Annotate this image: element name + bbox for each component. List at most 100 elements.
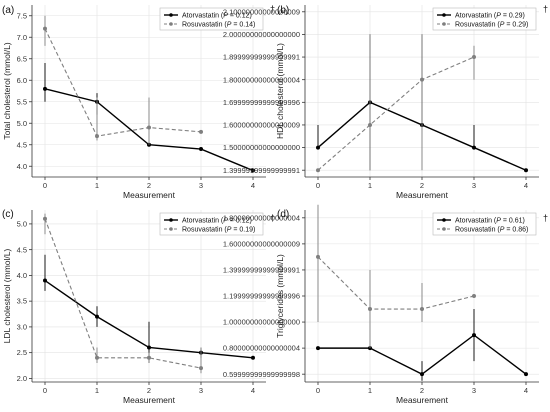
legend-paren-open: ( xyxy=(219,12,224,19)
panel-label: (c) xyxy=(2,209,14,220)
data-point xyxy=(316,168,320,173)
legend-paren-close: ) xyxy=(526,226,528,233)
legend: Atorvastatin (P = 0.12)Rosuvastatin (P =… xyxy=(159,7,264,31)
data-point xyxy=(43,278,47,283)
data-point xyxy=(368,307,372,312)
x-tick-label: 0 xyxy=(316,386,320,395)
panel-d: 0 1 2 3 4 0.59999999999999998 0.80000000000000… xyxy=(223,204,548,405)
y-tick-label: 6.0 xyxy=(17,76,27,85)
data-point xyxy=(147,125,151,130)
legend-p-value: = 0.86 xyxy=(504,226,526,233)
panel-label: (d) xyxy=(277,209,289,220)
y-tick-label: 3.5 xyxy=(17,297,27,306)
x-axis-title: Measurement xyxy=(396,190,449,200)
y-tick-label: 1.80000000000000004 xyxy=(223,75,300,84)
legend-swatch-marker xyxy=(169,22,173,26)
legend-p-prefix: P xyxy=(496,12,501,19)
y-tick-label: 4.5 xyxy=(17,245,27,254)
series-rosuvastatin xyxy=(316,204,476,349)
legend-paren-open: ( xyxy=(222,226,227,233)
x-tick-label: 1 xyxy=(95,181,99,190)
legend-frame xyxy=(432,7,537,31)
y-tick-label: 4.5 xyxy=(17,140,27,149)
legend-series-name: Atorvastatin xyxy=(182,12,219,19)
data-point xyxy=(43,86,47,91)
data-point xyxy=(199,147,203,152)
data-point xyxy=(95,314,99,319)
data-point xyxy=(420,372,424,377)
series-line xyxy=(44,28,202,137)
data-point xyxy=(368,122,372,127)
legend-frame xyxy=(432,212,537,236)
data-point xyxy=(43,216,47,221)
legend-swatch-marker xyxy=(169,13,173,17)
significance-marker: † xyxy=(543,4,548,14)
y-tick-label: 1.80000000000000004 xyxy=(223,213,300,222)
y-tick-label: 4.0 xyxy=(17,162,27,171)
data-point xyxy=(316,254,320,259)
x-tick-label: 3 xyxy=(472,386,476,395)
legend-swatch-marker xyxy=(442,218,446,222)
data-point xyxy=(251,168,255,173)
significance-marker: † xyxy=(270,4,275,14)
series-line xyxy=(317,256,475,310)
data-point xyxy=(199,129,203,134)
legend-paren-open: ( xyxy=(492,217,497,224)
data-point xyxy=(316,145,320,150)
y-tick-label: 1.00000000000000000 xyxy=(223,318,300,327)
panel-label: (a) xyxy=(2,5,14,16)
x-tick-label: 4 xyxy=(524,181,528,190)
y-tick-label: 7.0 xyxy=(17,33,27,42)
y-tick-label: 1.89999999999999991 xyxy=(223,53,300,62)
legend-paren-open: ( xyxy=(495,21,500,28)
legend-paren-open: ( xyxy=(495,226,500,233)
series-rosuvastatin xyxy=(43,15,203,145)
legend-p-prefix: P xyxy=(500,226,505,233)
legend-series-name: Rosuvastatin xyxy=(182,21,223,28)
y-tick-label: 6.5 xyxy=(17,54,27,63)
series-line xyxy=(44,218,202,369)
legend-swatch-marker xyxy=(169,218,173,222)
data-point xyxy=(147,345,151,350)
data-point xyxy=(147,355,151,360)
legend: Atorvastatin (P = 0.61)Rosuvastatin (P =… xyxy=(432,212,537,236)
y-tick-label: 1.39999999999999991 xyxy=(223,266,300,275)
legend-paren-close: ) xyxy=(523,217,525,224)
legend-series-name: Rosuvastatin xyxy=(455,226,496,233)
x-axis-title: Measurement xyxy=(123,190,176,200)
legend-paren-close: ) xyxy=(253,226,255,233)
y-tick-label: 5.5 xyxy=(17,97,27,106)
x-tick-label: 2 xyxy=(420,181,424,190)
legend-paren-close: ) xyxy=(253,21,255,28)
y-tick-label: 1.60000000000000009 xyxy=(223,121,300,130)
x-tick-label: 0 xyxy=(316,181,320,190)
legend-series-name: Rosuvastatin xyxy=(182,226,223,233)
legend-swatch-marker xyxy=(442,13,446,17)
legend-paren-close: ) xyxy=(523,12,525,19)
legend-p-value: = 0.61 xyxy=(501,217,523,224)
legend-paren-open: ( xyxy=(492,12,497,19)
x-tick-label: 4 xyxy=(251,386,255,395)
legend-p-prefix: P xyxy=(496,217,501,224)
data-point xyxy=(199,366,203,371)
data-point xyxy=(43,26,47,31)
legend-paren-open: ( xyxy=(219,217,224,224)
y-tick-label: 4.0 xyxy=(17,271,27,280)
y-tick-label: 2.00000000000000000 xyxy=(223,30,300,39)
y-tick-label: 1.19999999999999996 xyxy=(223,292,300,301)
data-point xyxy=(95,134,99,139)
data-point xyxy=(472,55,476,60)
data-point xyxy=(251,355,255,360)
legend-p-value: = 0.29 xyxy=(504,21,526,28)
legend-p-value: = 0.12 xyxy=(228,217,250,224)
x-tick-label: 2 xyxy=(147,386,151,395)
y-tick-label: 2.5 xyxy=(17,348,27,357)
y-tick-label: 7.5 xyxy=(17,11,27,20)
y-tick-label: 1.60000000000000009 xyxy=(223,239,300,248)
y-tick-label: 5.0 xyxy=(17,220,27,229)
panel-a: 0 1 2 3 4 4.0 4.5 5.0 5.5 6.0 6.5 7.0 7.5 Measurement… xyxy=(2,4,275,200)
legend-swatch-marker xyxy=(442,22,446,26)
x-tick-label: 2 xyxy=(420,386,424,395)
data-point xyxy=(524,168,528,173)
